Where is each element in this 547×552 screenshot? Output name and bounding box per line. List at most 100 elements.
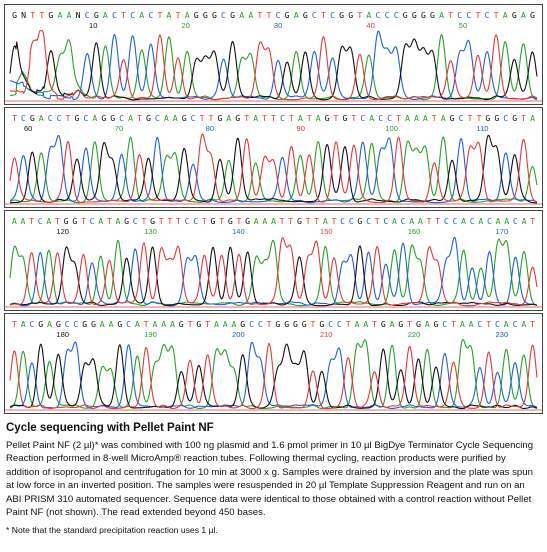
base-call: A (461, 216, 466, 226)
position-tick-label: 150 (320, 227, 333, 236)
base-call: G (212, 10, 217, 20)
base-call: G (38, 319, 43, 329)
base-call: A (20, 216, 25, 226)
base-call: A (441, 113, 446, 123)
base-call: C (394, 10, 399, 20)
base-call: A (354, 319, 359, 329)
position-tick-label: 200 (232, 330, 245, 339)
base-call: C (312, 10, 317, 20)
base-call: C (442, 319, 447, 329)
base-call: A (521, 10, 526, 20)
base-call: G (82, 319, 87, 329)
base-call: G (285, 10, 290, 20)
caption-body: Pellet Paint NF (2 µl)* was combined wit… (6, 440, 534, 519)
base-call: G (512, 10, 517, 20)
base-call: C (337, 319, 342, 329)
base-call: A (294, 10, 299, 20)
position-tick-label: 220 (408, 330, 421, 339)
base-call: A (478, 216, 483, 226)
base-call: A (116, 216, 121, 226)
position-tick-label: 100 (385, 124, 398, 133)
base-call: T (451, 319, 456, 329)
base-call: G (211, 216, 216, 226)
base-call: C (73, 319, 78, 329)
base-call: C (366, 216, 371, 226)
base-call: C (83, 113, 88, 123)
base-call: C (383, 216, 388, 226)
base-call: A (98, 216, 103, 226)
base-call: C (119, 113, 124, 123)
base-call: G (421, 10, 426, 20)
base-call: C (401, 216, 406, 226)
base-call: G (245, 216, 250, 226)
base-call: C (378, 113, 383, 123)
base-call: C (513, 319, 518, 329)
base-call: T (351, 113, 356, 123)
base-call: A (522, 216, 527, 226)
base-call: C (185, 216, 190, 226)
base-call: A (12, 216, 17, 226)
base-call: A (67, 10, 72, 20)
base-call: T (66, 113, 71, 123)
base-call: A (92, 113, 97, 123)
position-tick-label: 120 (56, 227, 69, 236)
caption-footnote: * Note that the standard precipitation r… (6, 525, 218, 536)
base-call: A (425, 319, 430, 329)
base-call: T (357, 10, 362, 20)
trace-t (9, 133, 538, 204)
base-call: C (85, 10, 90, 20)
position-tick-label: 50 (459, 21, 467, 30)
position-tick-label: 160 (408, 227, 421, 236)
base-call: G (230, 10, 235, 20)
base-call: A (418, 216, 423, 226)
base-call: C (155, 113, 160, 123)
base-call: G (48, 10, 53, 20)
base-call: T (81, 216, 86, 226)
base-call: T (486, 319, 491, 329)
position-tick-label: 170 (496, 227, 509, 236)
base-call: C (133, 216, 138, 226)
base-call: G (124, 216, 129, 226)
base-call: G (194, 10, 199, 20)
base-call: A (173, 113, 178, 123)
base-call: A (214, 319, 219, 329)
base-call: C (485, 10, 490, 20)
base-call: C (466, 10, 471, 20)
base-call: G (235, 113, 240, 123)
base-call: G (146, 113, 151, 123)
base-call: C (387, 113, 392, 123)
base-call: T (530, 216, 535, 226)
base-call: C (349, 216, 354, 226)
base-call: A (363, 319, 368, 329)
base-call: G (398, 319, 403, 329)
base-call: A (253, 113, 258, 123)
base-call: T (306, 216, 311, 226)
base-call: C (48, 113, 53, 123)
base-call: T (29, 216, 34, 226)
base-call: A (103, 10, 108, 20)
base-call: T (432, 113, 437, 123)
base-call: G (179, 319, 184, 329)
base-call: A (366, 10, 371, 20)
base-call: C (126, 319, 131, 329)
base-call: G (110, 113, 115, 123)
position-tick-label: 230 (496, 330, 509, 339)
position-tick-label: 40 (366, 21, 374, 30)
base-call: A (109, 319, 114, 329)
base-call: C (360, 113, 365, 123)
base-call: T (396, 113, 401, 123)
base-call: T (159, 216, 164, 226)
base-call: G (64, 216, 69, 226)
base-call: T (332, 216, 337, 226)
base-call: T (176, 216, 181, 226)
base-call: G (240, 319, 245, 329)
base-call: C (276, 10, 281, 20)
trace-a (9, 238, 538, 307)
base-call: G (339, 10, 344, 20)
base-call: G (381, 319, 386, 329)
base-call: A (504, 216, 509, 226)
base-call: A (139, 10, 144, 20)
base-call: G (94, 10, 99, 20)
base-call: C (376, 10, 381, 20)
